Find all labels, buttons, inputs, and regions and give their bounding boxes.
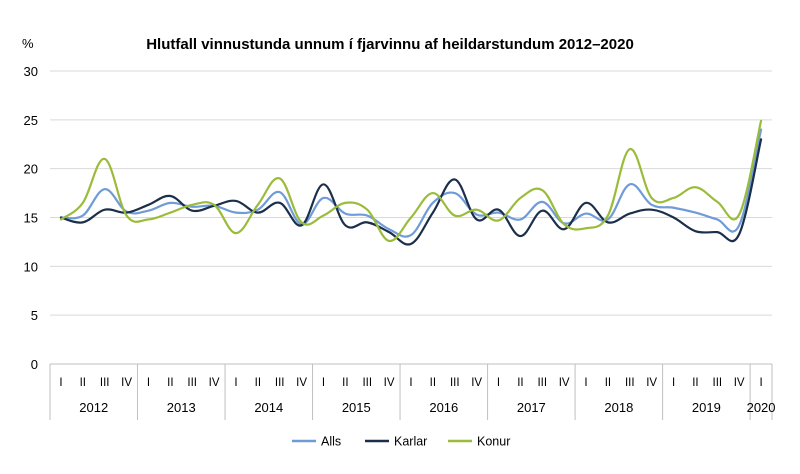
x-quarter-label: II [605,377,611,389]
x-quarter-label: II [692,377,698,389]
x-quarter-label: I [672,377,675,389]
x-quarter-label: IV [296,377,307,389]
x-year-label: 2012 [79,400,108,415]
y-tick-label: 30 [24,64,38,79]
x-quarter-label: III [275,377,285,389]
y-axis-label: % [22,36,34,51]
series-line-alls [59,128,763,238]
x-quarter-label: I [409,377,412,389]
legend: Alls Karlar Konur [292,435,510,449]
legend-label-konur: Konur [477,435,510,449]
x-quarter-label: IV [471,377,482,389]
x-year-label: 2018 [604,400,633,415]
x-quarter-label: I [147,377,150,389]
x-quarter-label: II [255,377,261,389]
x-quarter-label: I [584,377,587,389]
legend-label-alls: Alls [321,435,341,449]
x-quarter-label: II [342,377,348,389]
y-tick-label: 25 [24,113,38,128]
x-quarter-label: IV [734,377,745,389]
y-tick-label: 20 [24,162,38,177]
legend-label-karlar: Karlar [394,435,427,449]
x-quarter-label: IV [559,377,570,389]
x-year-label: 2014 [254,400,283,415]
x-quarter-label: III [450,377,460,389]
x-quarter-label: III [187,377,197,389]
x-quarter-label: IV [384,377,395,389]
x-quarter-label: I [759,377,762,389]
x-year-label: 2016 [429,400,458,415]
x-year-label: 2020 [747,400,776,415]
series-line-karlar [59,138,763,246]
y-tick-label: 0 [31,357,38,372]
x-quarter-label: III [537,377,547,389]
chart-title: Hlutfall vinnustunda unnum í fjarvinnu a… [146,36,634,53]
x-quarter-label: III [362,377,372,389]
x-quarter-label: IV [209,377,220,389]
x-quarter-label: I [322,377,325,389]
x-year-label: 2019 [692,400,721,415]
x-axis: I II III IV I II III IV I II III IV I II III IV I II III IV… [49,363,776,420]
y-tick-label: 10 [24,259,38,274]
x-year-label: 2017 [517,400,546,415]
x-year-label: 2013 [167,400,196,415]
x-quarter-label: II [80,377,86,389]
series-lines [59,119,763,246]
x-quarter-label: III [713,377,723,389]
x-quarter-label: I [497,377,500,389]
y-tick-label: 15 [24,211,38,226]
x-quarter-label: IV [121,377,132,389]
x-quarter-label: III [625,377,635,389]
x-year-label: 2015 [342,400,371,415]
x-quarter-label: I [59,377,62,389]
x-quarter-label: I [234,377,237,389]
x-quarter-label: II [430,377,436,389]
x-quarter-label: II [167,377,173,389]
series-line-konur [59,119,763,243]
y-tick-label: 5 [31,308,38,323]
x-quarter-label: IV [646,377,657,389]
x-quarter-label: II [517,377,523,389]
gridlines [50,70,772,316]
x-quarter-label: III [100,377,110,389]
y-axis-ticks: 0 5 10 15 20 25 30 [24,64,38,372]
